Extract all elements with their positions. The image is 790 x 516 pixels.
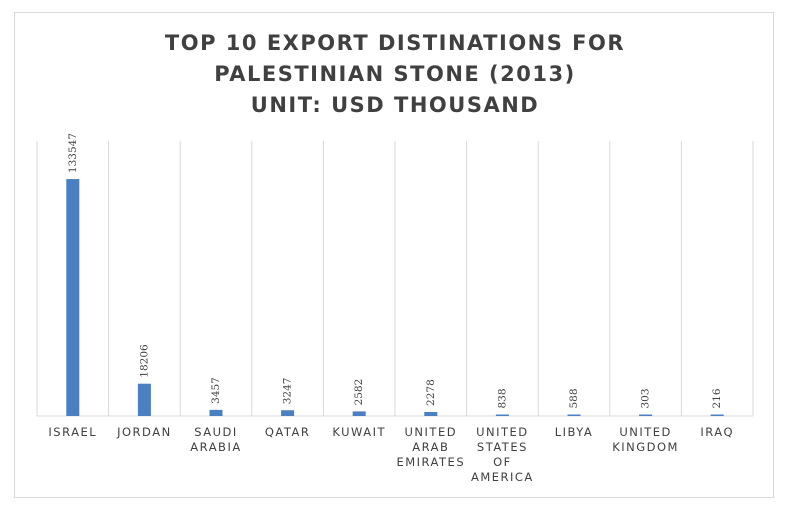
bar: [710, 414, 724, 416]
bar: [352, 411, 366, 416]
category-label-line: JORDAN: [116, 425, 172, 439]
category-label-line: AMERICA: [471, 470, 534, 484]
category-label: UNITED STATES OF AMERICA: [471, 425, 534, 484]
data-labels: 133547 18206 3457 3247 2582 2278 838 588 303 216: [67, 133, 723, 409]
chart-title-line: UNIT: USD THOUSAND: [251, 93, 539, 117]
category-gridlines: [36, 141, 754, 417]
bars: [66, 179, 724, 416]
chart-title-line: TOP 10 EXPORT DISTINATIONS FOR: [165, 31, 625, 55]
bar: [137, 383, 151, 416]
bar: [567, 414, 581, 416]
bar: [639, 414, 653, 416]
category-label-line: ARAB: [412, 440, 449, 454]
category-label-line: KUWAIT: [332, 425, 386, 439]
category-label: KUWAIT: [332, 425, 386, 439]
data-label: 2582: [353, 379, 365, 406]
category-label-line: SAUDI: [194, 425, 238, 439]
category-label: UNITED KINGDOM: [612, 425, 679, 454]
category-label-line: OF: [493, 455, 512, 469]
bar: [495, 414, 509, 416]
bar: [66, 179, 80, 416]
category-label: ISRAEL: [48, 425, 97, 439]
bar: [281, 410, 295, 416]
data-label: 3457: [210, 377, 222, 404]
category-label: SAUDI ARABIA: [190, 425, 241, 454]
chart-title-line: PALESTINIAN STONE (2013): [214, 62, 575, 86]
category-label: LIBYA: [555, 425, 594, 439]
category-label-line: ISRAEL: [48, 425, 97, 439]
chart-frame: TOP 10 EXPORT DISTINATIONS FOR PALESTINIA…: [14, 12, 774, 498]
category-label-line: IRAQ: [700, 425, 734, 439]
data-label: 2278: [425, 379, 437, 406]
category-label: UNITED ARAB EMIRATES: [396, 425, 465, 469]
category-label: IRAQ: [700, 425, 734, 439]
bar: [424, 411, 438, 416]
bar-chart: TOP 10 EXPORT DISTINATIONS FOR PALESTINIA…: [36, 31, 754, 484]
category-axis-labels: ISRAEL JORDAN SAUDI ARABIA QATAR KUWAIT UNITED…: [48, 425, 734, 484]
category-label-line: EMIRATES: [396, 455, 465, 469]
data-label: 838: [496, 388, 508, 408]
data-label: 588: [568, 388, 580, 408]
category-label: QATAR: [265, 425, 311, 439]
category-label-line: QATAR: [265, 425, 311, 439]
data-label: 133547: [67, 133, 79, 173]
data-label: 216: [711, 388, 723, 408]
category-label-line: UNITED: [405, 425, 458, 439]
bar: [209, 409, 223, 416]
category-label-line: STATES: [477, 440, 528, 454]
data-label: 18206: [138, 344, 150, 378]
category-label-line: ARABIA: [190, 440, 241, 454]
category-label-line: UNITED: [476, 425, 529, 439]
category-label-line: LIBYA: [555, 425, 594, 439]
data-label: 3247: [282, 378, 294, 405]
data-label: 303: [640, 388, 652, 408]
category-label: JORDAN: [116, 425, 172, 439]
category-label-line: KINGDOM: [612, 440, 679, 454]
category-label-line: UNITED: [619, 425, 672, 439]
chart-title: TOP 10 EXPORT DISTINATIONS FOR PALESTINIA…: [165, 31, 625, 117]
